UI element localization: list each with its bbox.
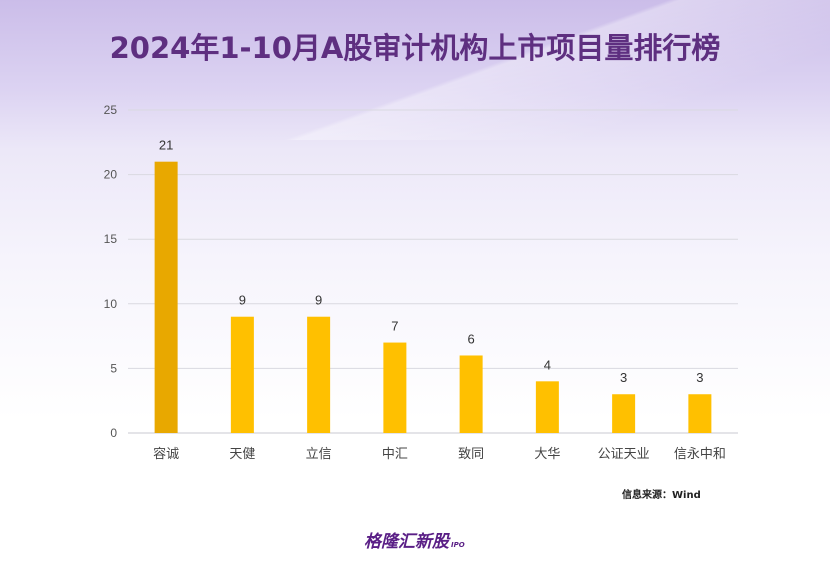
y-tick-label: 25: [104, 103, 118, 117]
data-label: 9: [315, 293, 322, 308]
data-label: 9: [239, 293, 246, 308]
y-tick-label: 10: [104, 297, 118, 311]
brand-logo: 格隆汇新股 IPO: [364, 527, 465, 552]
bar: [230, 316, 254, 433]
x-tick-label: 容诚: [153, 446, 179, 462]
logo-sub: IPO: [451, 541, 465, 549]
logo-text: 格隆汇新股: [364, 532, 449, 552]
x-tick-label: 信永中和: [674, 447, 726, 462]
bar: [307, 316, 331, 433]
x-tick-label: 致同: [458, 447, 484, 462]
data-label: 3: [696, 370, 703, 385]
x-tick-label: 天健: [229, 447, 255, 462]
bar: [459, 355, 483, 433]
bar: [535, 381, 559, 433]
bar: [154, 161, 178, 433]
data-label: 6: [468, 331, 475, 346]
y-tick-label: 15: [104, 232, 118, 246]
x-tick-label: 大华: [534, 447, 560, 462]
bar: [612, 394, 636, 433]
y-tick-label: 20: [104, 168, 118, 182]
chart-title: 2024年1-10月A股审计机构上市项目量排行榜: [109, 31, 721, 65]
data-label: 7: [391, 319, 398, 334]
data-source: 信息来源：Wind: [622, 490, 701, 501]
bar: [688, 394, 712, 433]
x-tick-label: 中汇: [382, 447, 408, 462]
y-tick-label: 0: [110, 426, 117, 440]
bar: [383, 342, 407, 433]
x-tick-label: 立信: [306, 447, 332, 462]
header-background: [0, 0, 830, 140]
x-tick-label: 公证天业: [598, 447, 650, 462]
data-label: 21: [159, 138, 173, 153]
data-label: 4: [544, 357, 551, 372]
data-label: 3: [620, 370, 627, 385]
y-tick-label: 5: [110, 361, 117, 375]
